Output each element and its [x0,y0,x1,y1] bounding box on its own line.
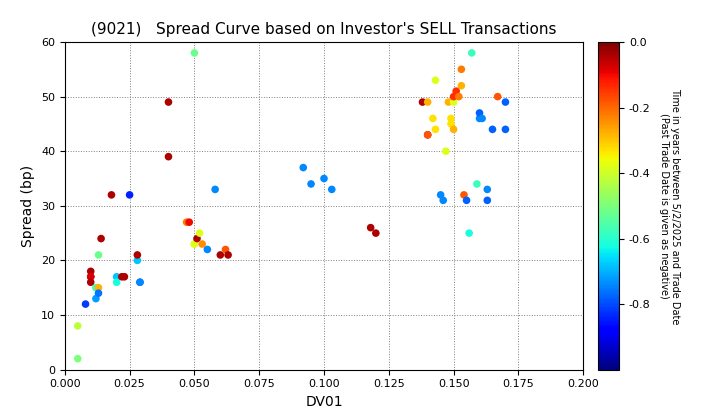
Point [477,115,488,122]
Point [458,192,469,198]
Point [72,323,84,329]
Point [438,197,449,204]
Point [370,230,382,236]
Point [440,148,451,155]
Point [445,121,456,127]
Point [492,93,503,100]
Point [422,131,433,138]
Point [326,186,338,193]
Point [448,93,459,100]
Point [487,126,498,133]
Point [430,77,441,84]
Point [93,252,104,258]
Point [116,273,127,280]
Point [132,252,143,258]
Point [500,126,511,133]
Point [430,126,441,133]
Point [466,50,477,56]
Point [93,284,104,291]
Point [215,252,226,258]
Point [222,252,234,258]
Point [111,279,122,286]
Point [500,99,511,105]
Point [189,50,200,56]
Point [474,115,485,122]
Point [90,295,102,302]
Point [445,115,456,122]
Point [119,273,130,280]
Point [189,241,200,247]
Point [417,99,428,105]
Y-axis label: Spread (bp): Spread (bp) [22,165,35,247]
Point [189,241,200,247]
Point [456,82,467,89]
Point [134,279,145,286]
X-axis label: DV01: DV01 [305,395,343,409]
Point [471,181,482,187]
Point [90,284,102,291]
Point [72,355,84,362]
Point [80,301,91,307]
Point [93,290,104,297]
Point [365,224,377,231]
Point [220,246,231,253]
Point [482,197,493,204]
Point [95,235,107,242]
Point [184,219,195,226]
Point [85,268,96,275]
Text: Time in years between 5/2/2025 and Trade Date
(Past Trade Date is given as negat: Time in years between 5/2/2025 and Trade… [659,88,680,324]
Point [181,219,192,226]
Point [163,99,174,105]
Point [111,273,122,280]
Point [453,93,464,100]
Point [134,279,145,286]
Point [422,131,433,138]
Point [456,66,467,73]
Point [448,126,459,133]
Point [318,175,330,182]
Point [448,99,459,105]
Point [474,110,485,116]
Point [297,164,309,171]
Point [435,192,446,198]
Point [202,246,213,253]
Point [210,186,221,193]
Point [163,153,174,160]
Point [124,192,135,198]
Point [427,115,438,122]
Point [85,273,96,280]
Point [422,99,433,105]
Point [85,273,96,280]
Point [443,99,454,105]
Point [85,279,96,286]
Point [197,241,208,247]
Point [305,181,317,187]
Point [461,197,472,204]
Point [192,235,203,242]
Point [194,230,205,236]
Point [482,186,493,193]
Point [132,257,143,264]
Title: (9021)   Spread Curve based on Investor's SELL Transactions: (9021) Spread Curve based on Investor's … [91,22,557,37]
Point [451,88,462,94]
Point [464,230,475,236]
Point [106,192,117,198]
